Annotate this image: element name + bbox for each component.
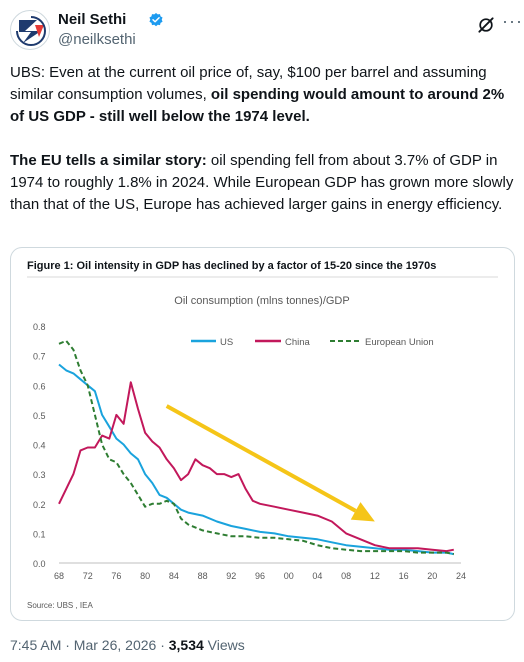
y-tick-label: 0.7 [33,352,46,362]
grok-icon[interactable] [476,15,496,35]
x-tick-label: 24 [456,571,466,581]
y-tick-label: 0.0 [33,559,46,569]
paragraph-1-bold: oil spending would amount to around 2% o… [10,86,505,125]
legend-china-label: China [285,337,311,348]
views-count: 3,534 [168,637,204,653]
x-tick-label: 04 [312,571,322,581]
x-tick-label: 88 [198,571,208,581]
china-line [58,381,454,553]
trend-arrow-head [350,502,375,522]
legend-eu-label: European Union [365,337,434,348]
views-label: Views [203,637,245,653]
paragraph-2-bold: The EU tells a similar story: [10,152,207,169]
x-tick-label: 84 [169,571,179,581]
y-tick-label: 0.3 [33,470,46,480]
x-tick-label: 12 [370,571,380,581]
x-tick-label: 00 [284,571,294,581]
x-tick-label: 92 [226,571,236,581]
timestamp[interactable]: 7:45 AM · Mar 26, 2026 · [10,637,169,653]
x-tick-label: 16 [399,571,409,581]
x-tick-label: 80 [140,571,150,581]
trend-arrow-shaft [165,404,357,513]
x-tick-label: 72 [83,571,93,581]
paragraph-2: The EU tells a similar story: oil spendi… [10,152,514,213]
y-tick-label: 0.2 [33,500,46,510]
figure-title: Figure 1: Oil intensity in GDP has decli… [27,260,436,272]
tweet-meta: 7:45 AM · Mar 26, 2026 · 3,534 Views [10,637,245,653]
y-tick-label: 0.6 [33,381,46,391]
paragraph-1: UBS: Even at the current oil price of, s… [10,64,505,125]
logo-avatar-icon [16,16,46,46]
author-handle[interactable]: @neilksethi [58,31,136,48]
author-name[interactable]: Neil Sethi [58,11,127,28]
more-icon[interactable]: ··· [502,11,523,31]
avatar[interactable] [10,10,50,50]
verified-badge-icon [149,13,163,27]
chart-source: Source: UBS , IEA [27,601,93,610]
x-tick-label: 20 [427,571,437,581]
chart-title: Oil consumption (mlns tonnes)/GDP [174,295,349,307]
x-tick-label: 68 [54,571,64,581]
y-tick-label: 0.1 [33,529,46,539]
chart-image[interactable]: Figure 1: Oil intensity in GDP has decli… [10,247,515,621]
y-tick-label: 0.5 [33,411,46,421]
x-tick-label: 08 [341,571,351,581]
x-tick-label: 96 [255,571,265,581]
x-tick-label: 76 [111,571,121,581]
y-tick-label: 0.8 [33,322,46,332]
tweet-text: UBS: Even at the current oil price of, s… [10,62,515,216]
eu-line [58,339,455,556]
legend-us-label: US [220,337,233,348]
chart-svg: Figure 1: Oil intensity in GDP has decli… [27,260,498,610]
us-line [58,363,455,556]
y-tick-label: 0.4 [33,441,46,451]
